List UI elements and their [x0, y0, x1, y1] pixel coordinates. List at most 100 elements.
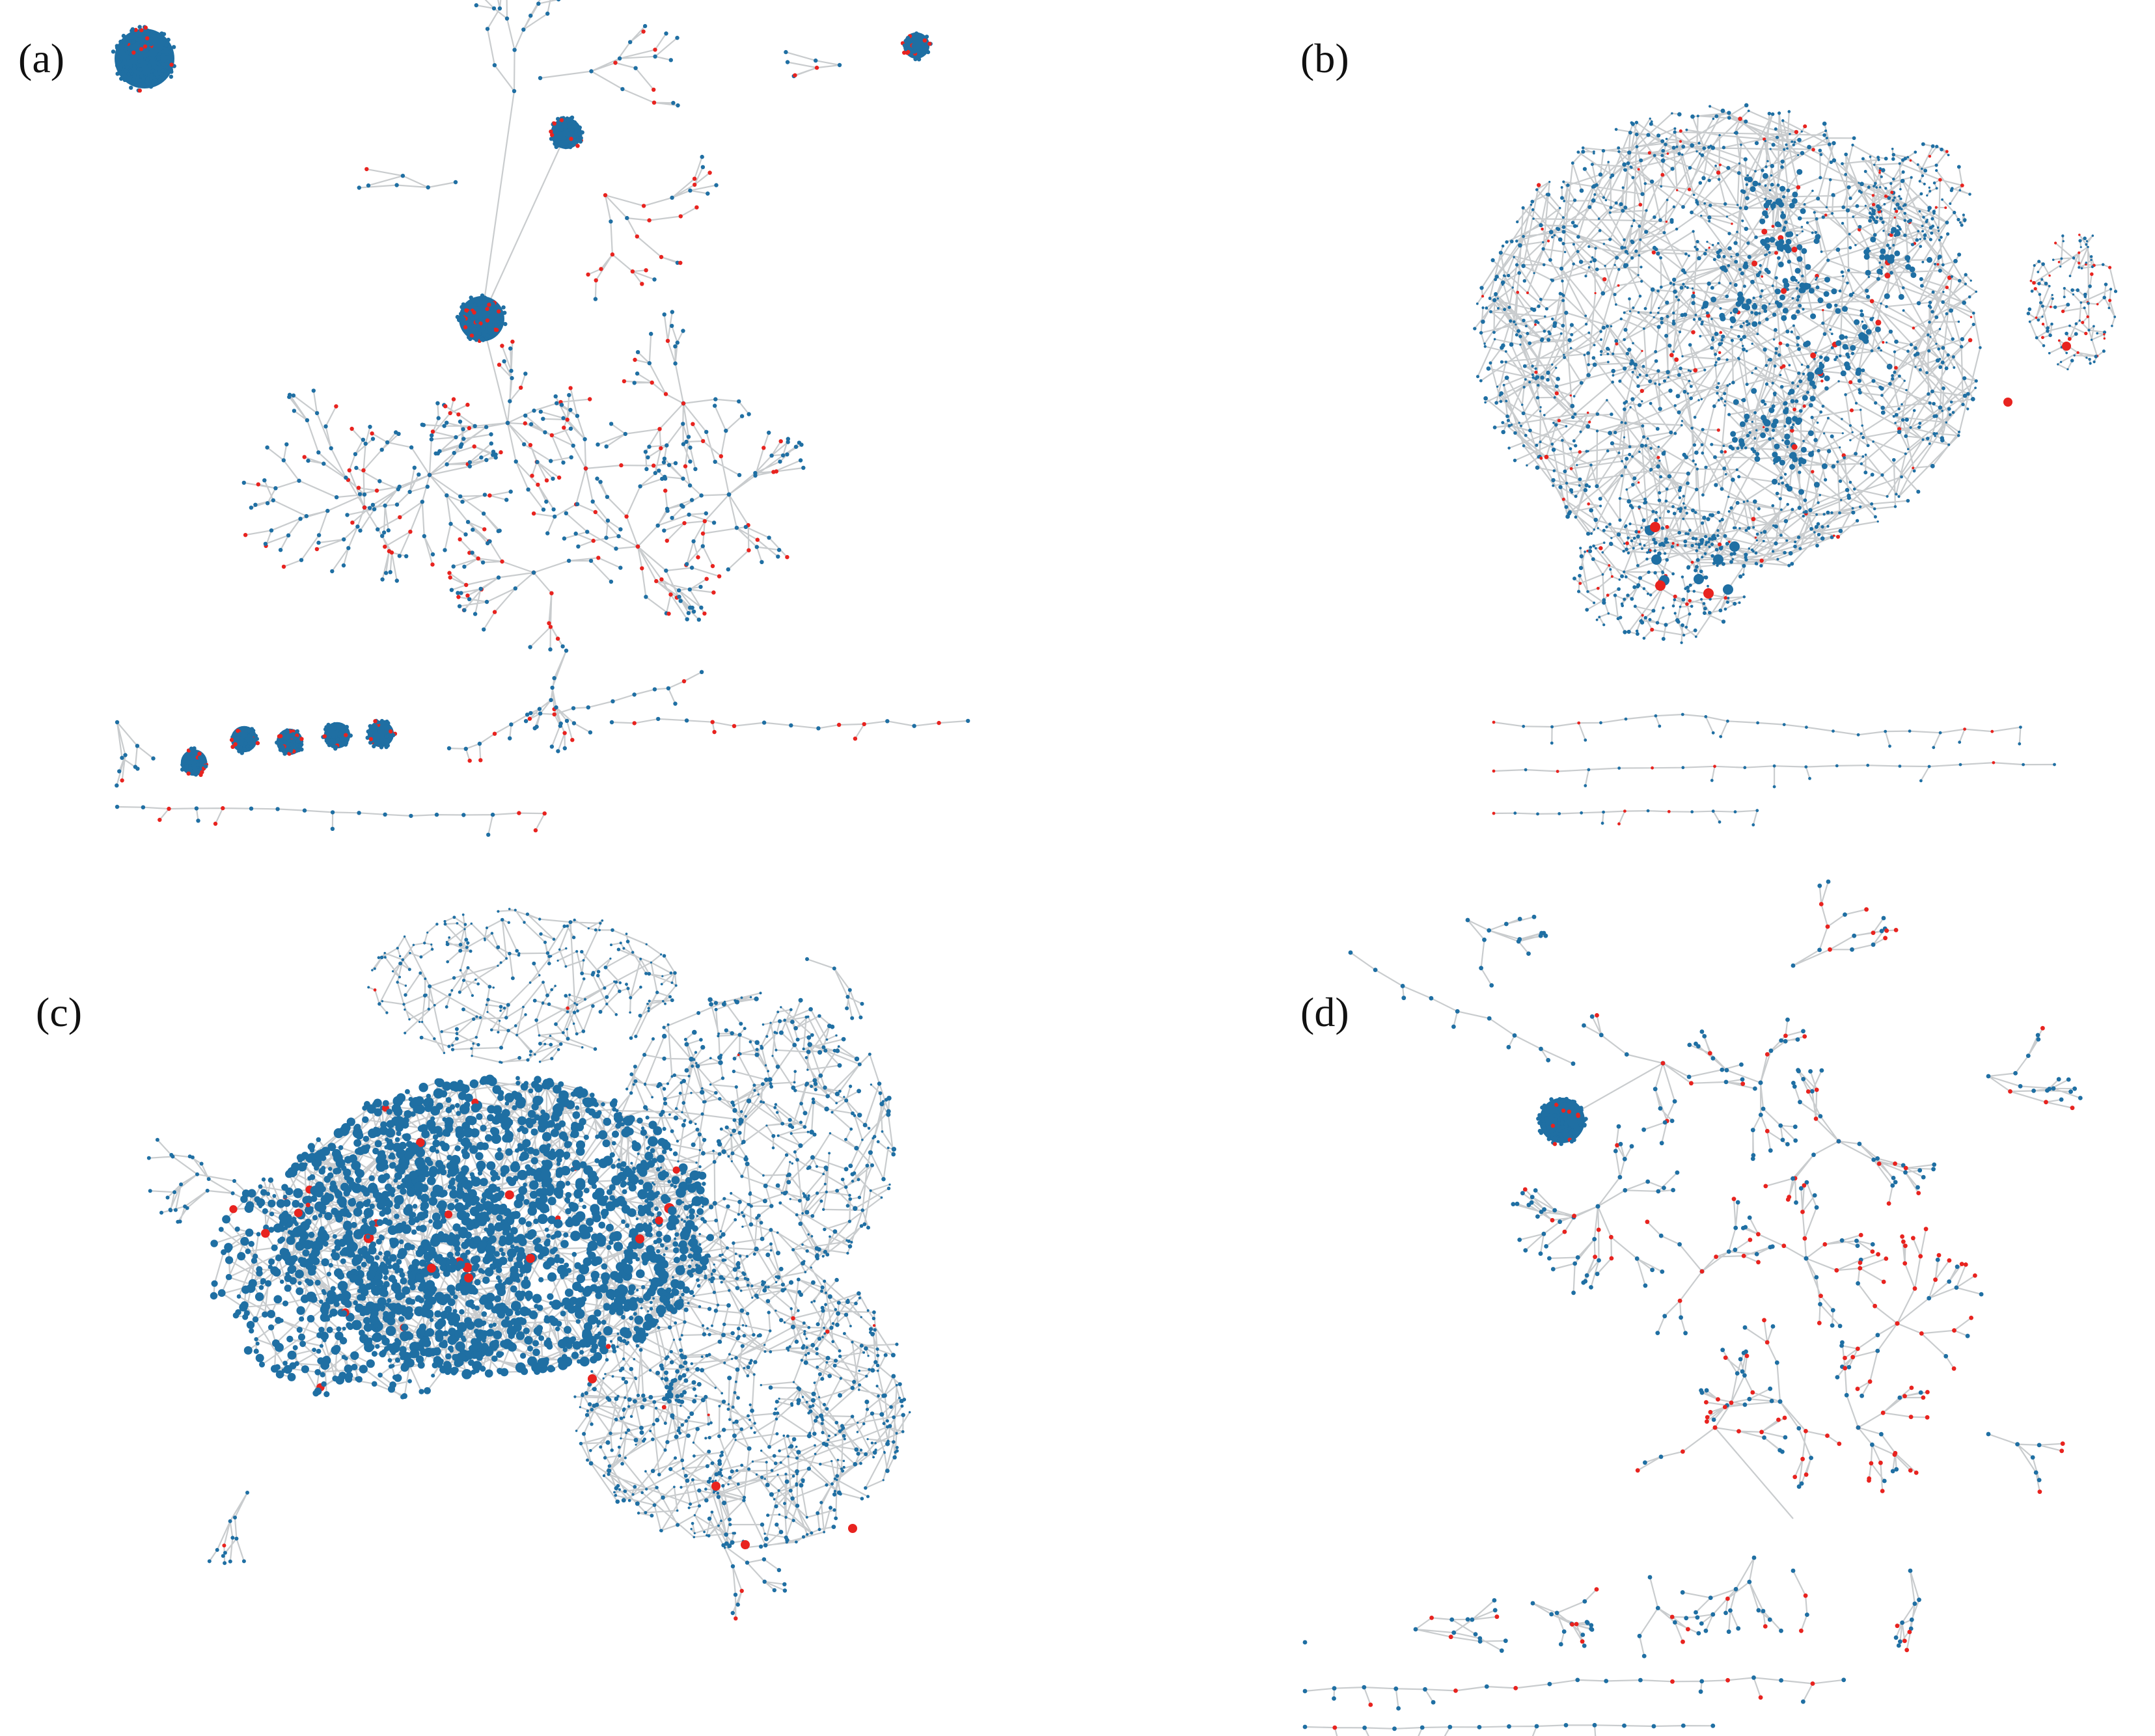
blue-node [1874, 219, 1878, 224]
blue-node [541, 1177, 552, 1187]
blue-node [1624, 422, 1627, 425]
red-node [1650, 627, 1654, 632]
red-node [1796, 185, 1801, 190]
blue-node [631, 1142, 641, 1152]
blue-node [1876, 520, 1879, 523]
blue-node [1934, 315, 1939, 319]
blue-node [1638, 576, 1643, 580]
blue-node [526, 487, 530, 492]
red-node [458, 537, 462, 542]
blue-node [1695, 239, 1699, 244]
blue-node [885, 719, 890, 724]
blue-node [1659, 256, 1662, 260]
blue-node [1712, 258, 1716, 262]
blue-node [1772, 338, 1776, 341]
blue-node [620, 87, 625, 92]
blue-node [1560, 196, 1564, 200]
blue-node [1751, 342, 1753, 345]
nodes [146, 908, 911, 1621]
blue-node [1584, 784, 1587, 787]
blue-node [338, 731, 342, 736]
blue-node [1752, 180, 1759, 187]
red-node [902, 50, 907, 55]
blue-node [448, 1327, 457, 1336]
blue-node [2090, 338, 2093, 341]
blue-node [1658, 407, 1662, 411]
blue-node [628, 1233, 633, 1238]
blue-node [307, 1143, 315, 1150]
blue-node [1775, 198, 1783, 206]
blue-node [676, 103, 680, 108]
blue-node [1870, 472, 1874, 477]
blue-node [675, 340, 680, 345]
red-node [200, 770, 204, 774]
blue-node [1851, 143, 1854, 147]
blue-node [1826, 524, 1830, 528]
blue-node [384, 727, 389, 731]
red-node [1778, 341, 1783, 346]
blue-node [455, 1126, 464, 1135]
blue-node [427, 472, 432, 478]
blue-node [341, 724, 346, 729]
blue-node [2076, 288, 2080, 292]
blue-node [1704, 575, 1709, 580]
blue-node [1643, 182, 1647, 185]
blue-node [558, 1360, 568, 1370]
blue-node [1838, 528, 1843, 534]
blue-node [1694, 574, 1704, 584]
blue-node [1665, 137, 1668, 141]
blue-node [1631, 176, 1635, 180]
blue-node [331, 1249, 336, 1254]
blue-node [425, 1257, 431, 1264]
red-node [1617, 284, 1620, 287]
blue-node [687, 512, 691, 517]
blue-node [1618, 379, 1622, 383]
blue-node [1646, 592, 1649, 595]
blue-node [1730, 338, 1734, 342]
blue-node [466, 323, 471, 327]
blue-node [1745, 383, 1749, 387]
red-node [464, 308, 469, 313]
blue-node [676, 1199, 683, 1206]
blue-node [1593, 528, 1596, 531]
blue-node [474, 1318, 484, 1328]
blue-node [1700, 537, 1705, 542]
blue-node [420, 500, 424, 504]
blue-node [1721, 334, 1725, 339]
blue-node [1852, 215, 1855, 218]
blue-node [356, 1279, 363, 1285]
blue-node [147, 32, 152, 37]
blue-node [1605, 346, 1610, 351]
blue-node [1962, 393, 1968, 398]
blue-node [435, 1149, 440, 1154]
blue-node [1720, 487, 1724, 491]
blue-node [1768, 189, 1772, 192]
blue-node [456, 1210, 467, 1221]
red-node [603, 193, 608, 198]
blue-node [1601, 551, 1604, 554]
blue-node [459, 591, 463, 595]
blue-node [1534, 377, 1538, 381]
blue-node [449, 1081, 460, 1091]
blue-node [616, 1262, 625, 1272]
blue-node [677, 595, 681, 599]
blue-node [161, 62, 165, 67]
blue-node [1776, 302, 1783, 308]
blue-node [540, 1169, 551, 1180]
blue-node [307, 1176, 312, 1181]
blue-node [1783, 472, 1787, 476]
blue-node [1935, 144, 1939, 148]
blue-node [510, 1244, 515, 1249]
blue-node [461, 437, 466, 441]
blue-node [1947, 407, 1951, 411]
blue-node [452, 450, 456, 455]
blue-node [1880, 473, 1884, 477]
blue-node [1561, 299, 1565, 303]
blue-node [2083, 236, 2087, 241]
blue-node [1961, 402, 1965, 407]
red-node [356, 485, 361, 490]
blue-node [117, 60, 122, 64]
blue-node [491, 450, 496, 454]
blue-node [354, 1230, 361, 1238]
red-node [1882, 340, 1885, 344]
